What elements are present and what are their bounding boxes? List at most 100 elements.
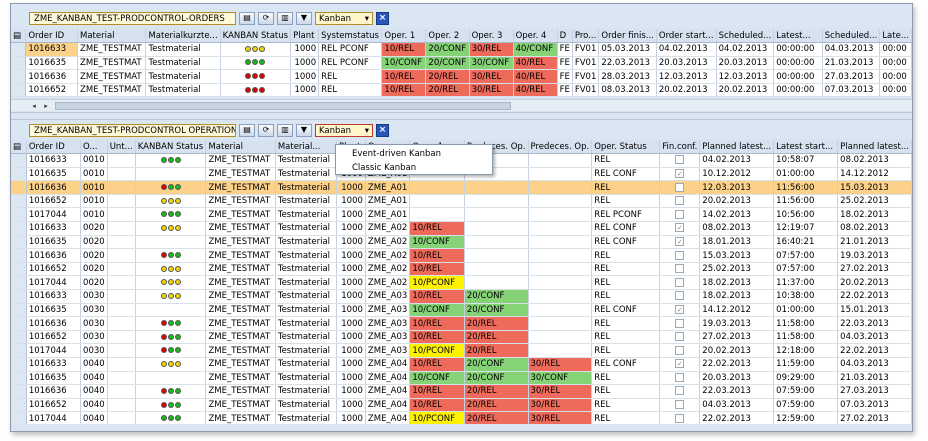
column-header[interactable]: Material <box>77 29 147 44</box>
refresh-icon[interactable]: ⟳ <box>258 123 274 137</box>
checkbox[interactable] <box>675 318 685 328</box>
column-header[interactable]: Late... <box>879 29 912 44</box>
column-header[interactable]: Planned latest... <box>837 140 912 155</box>
column-header[interactable]: Oper. 1 <box>381 29 427 44</box>
column-header[interactable]: KANBAN Status <box>135 140 207 155</box>
row-selector[interactable] <box>11 398 27 413</box>
row-selector[interactable] <box>11 42 27 57</box>
checkbox[interactable] <box>675 182 685 192</box>
checkbox[interactable]: ✓ <box>675 236 685 246</box>
details-icon[interactable]: ▤ <box>239 123 255 137</box>
column-header[interactable]: Oper. 4 <box>513 29 558 44</box>
table-row[interactable]: 1016633 0040 ZME_TESTMAT Testmaterial 1000 ZM… <box>11 357 912 372</box>
layout-icon[interactable]: ▥ <box>277 123 293 137</box>
checkbox[interactable]: ✓ <box>675 168 685 178</box>
table-row[interactable]: 1017044 0040 ZME_TESTMAT Testmaterial 1000 ZM… <box>11 411 912 424</box>
column-header[interactable]: O... <box>80 140 108 155</box>
column-header[interactable]: Scheduled... <box>716 29 775 44</box>
layout-icon[interactable]: ▥ <box>277 11 293 25</box>
table-row[interactable]: 1016652 0030 ZME_TESTMAT Testmaterial 1000 ZM… <box>11 330 912 345</box>
column-header[interactable]: Oper. 3 <box>469 29 514 44</box>
row-selector[interactable] <box>11 303 27 318</box>
row-selector[interactable] <box>11 262 27 277</box>
checkbox[interactable] <box>675 400 685 410</box>
column-header[interactable]: Fin.conf. <box>659 140 701 155</box>
column-header[interactable]: Latest... <box>773 29 823 44</box>
filter-icon[interactable]: ▼ <box>296 11 312 25</box>
table-row[interactable]: 1016635 ZME_TESTMAT Testmaterial 1000 REL PC… <box>11 56 912 71</box>
table-row[interactable]: 1016652 0020 ZME_TESTMAT Testmaterial 1000 ZM… <box>11 262 912 277</box>
orders-scroll-thumb[interactable] <box>55 102 511 110</box>
menu-item-event-driven-kanban[interactable]: Event-driven Kanban <box>352 149 442 159</box>
checkbox[interactable] <box>675 372 685 382</box>
column-header[interactable]: Material <box>205 140 276 155</box>
layout-select-icon[interactable]: ▤ <box>11 140 27 155</box>
row-selector[interactable] <box>11 316 27 331</box>
table-row[interactable]: 1016635 0030 ZME_TESTMAT Testmaterial 1000 ZM… <box>11 303 912 318</box>
checkbox[interactable]: ✓ <box>675 304 685 314</box>
row-selector[interactable] <box>11 167 27 182</box>
row-selector[interactable] <box>11 330 27 345</box>
column-header[interactable]: D <box>557 29 573 44</box>
table-row[interactable]: 1016636 0030 ZME_TESTMAT Testmaterial 1000 ZM… <box>11 316 912 331</box>
row-selector[interactable] <box>11 235 27 250</box>
operations-view-dropdown[interactable]: Kanban ▾ <box>315 123 373 137</box>
checkbox[interactable] <box>675 332 685 342</box>
row-selector[interactable] <box>11 357 27 372</box>
row-selector[interactable] <box>11 83 27 97</box>
scroll-right-icon[interactable]: ▸ <box>44 102 48 110</box>
checkbox[interactable] <box>675 386 685 396</box>
column-header[interactable]: Oper. 2 <box>425 29 470 44</box>
checkbox[interactable] <box>675 345 685 355</box>
layout-select-icon[interactable]: ▤ <box>11 29 27 44</box>
column-header[interactable]: Planned latest... <box>699 140 775 155</box>
column-header[interactable]: Scheduled... <box>822 29 881 44</box>
row-selector[interactable] <box>11 343 27 358</box>
checkbox[interactable] <box>675 250 685 260</box>
refresh-icon[interactable]: ⟳ <box>258 11 274 25</box>
column-header[interactable]: Systemstatus <box>318 29 383 44</box>
table-row[interactable]: 1017044 0030 ZME_TESTMAT Testmaterial 1000 ZM… <box>11 343 912 358</box>
table-row[interactable]: 1016633 0020 ZME_TESTMAT Testmaterial 1000 ZM… <box>11 221 912 236</box>
row-selector[interactable] <box>11 221 27 236</box>
column-header[interactable]: KANBAN Status <box>220 29 292 44</box>
checkbox[interactable] <box>675 264 685 274</box>
row-selector[interactable] <box>11 194 27 209</box>
checkbox[interactable] <box>675 196 685 206</box>
checkbox[interactable]: ✓ <box>675 359 685 369</box>
checkbox[interactable] <box>675 155 685 165</box>
column-header[interactable]: Order start... <box>656 29 717 44</box>
column-header[interactable]: Pro... <box>572 29 600 44</box>
table-row[interactable]: 1016636 ZME_TESTMAT Testmaterial 1000 REL 10/… <box>11 69 912 84</box>
table-row[interactable]: 1016636 0020 ZME_TESTMAT Testmaterial 1000 ZM… <box>11 248 912 263</box>
table-row[interactable]: 1017044 0010 ZME_TESTMAT Testmaterial 1000 ZM… <box>11 207 912 223</box>
menu-item-classic-kanban[interactable]: Classic Kanban <box>352 163 417 173</box>
checkbox[interactable] <box>675 209 685 219</box>
table-row[interactable]: 1016635 0020 ZME_TESTMAT Testmaterial 1000 ZM… <box>11 235 912 250</box>
row-selector[interactable] <box>11 275 27 291</box>
orders-hscrollbar[interactable]: ◂ ▸ <box>11 99 912 111</box>
column-header[interactable]: Materialkurzte... <box>145 29 221 44</box>
row-selector[interactable] <box>11 180 27 195</box>
row-selector[interactable] <box>11 153 27 168</box>
table-row[interactable]: 1016633 0030 ZME_TESTMAT Testmaterial 1000 ZM… <box>11 289 912 304</box>
row-selector[interactable] <box>11 411 27 424</box>
column-header[interactable]: Material... <box>275 140 338 155</box>
row-selector[interactable] <box>11 384 27 399</box>
filter-icon[interactable]: ▼ <box>296 123 312 137</box>
table-row[interactable]: 1017044 0020 ZME_TESTMAT Testmaterial 1000 ZM… <box>11 275 912 291</box>
column-header[interactable]: Oper. Status <box>591 140 661 155</box>
close-icon[interactable]: × <box>376 11 389 25</box>
row-selector[interactable] <box>11 56 27 71</box>
close-icon[interactable]: × <box>376 123 389 137</box>
checkbox[interactable] <box>675 291 685 301</box>
table-row[interactable]: 1016652 0010 ZME_TESTMAT Testmaterial 1000 ZM… <box>11 194 912 209</box>
checkbox[interactable] <box>675 413 685 423</box>
table-row[interactable]: 1016652 0040 ZME_TESTMAT Testmaterial 1000 ZM… <box>11 398 912 413</box>
column-header[interactable]: Latest start... <box>773 140 839 155</box>
scroll-left-icon[interactable]: ◂ <box>32 102 36 110</box>
column-header[interactable]: Order ID <box>25 29 79 44</box>
details-icon[interactable]: ▤ <box>239 11 255 25</box>
checkbox[interactable] <box>675 277 685 287</box>
checkbox[interactable]: ✓ <box>675 223 685 233</box>
